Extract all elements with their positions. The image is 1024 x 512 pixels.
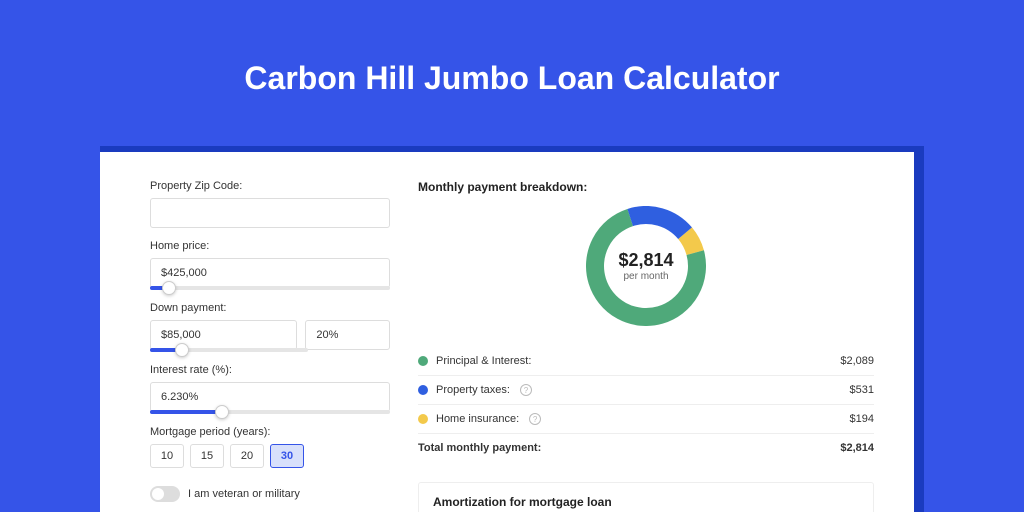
legend-value: $2,089 [840,355,874,367]
card-inner: Property Zip Code: Home price: Down paym… [100,152,914,512]
legend-dot [418,356,428,366]
amortization-box: Amortization for mortgage loan Amortizat… [418,482,874,512]
legend-value: $531 [850,384,874,396]
legend-dot [418,414,428,424]
donut-wrap: $2,814 per month [418,206,874,326]
home-price-input[interactable] [150,258,390,288]
interest-slider[interactable] [150,410,390,414]
form-column: Property Zip Code: Home price: Down paym… [150,180,390,512]
breakdown-column: Monthly payment breakdown: $2,814 per mo… [418,180,874,512]
veteran-label: I am veteran or military [188,488,300,500]
veteran-toggle[interactable] [150,486,180,502]
home-price-slider[interactable] [150,286,390,290]
donut-chart: $2,814 per month [586,206,706,326]
donut-center: $2,814 per month [586,206,706,326]
down-payment-slider[interactable] [150,348,308,352]
page-title: Carbon Hill Jumbo Loan Calculator [0,0,1024,121]
legend-value: $194 [850,413,874,425]
total-label: Total monthly payment: [418,442,541,454]
period-option-20[interactable]: 20 [230,444,264,468]
legend-row: Principal & Interest: $2,089 [418,347,874,376]
home-price-field: Home price: [150,240,390,290]
zip-label: Property Zip Code: [150,180,390,192]
legend-row: Home insurance:? $194 [418,405,874,434]
period-option-30[interactable]: 30 [270,444,304,468]
period-field: Mortgage period (years): 10152030 [150,426,390,468]
zip-input[interactable] [150,198,390,228]
zip-field: Property Zip Code: [150,180,390,228]
interest-slider-fill [150,410,222,414]
legend: Principal & Interest: $2,089 Property taxe… [418,346,874,462]
legend-row: Property taxes:? $531 [418,376,874,405]
down-payment-label: Down payment: [150,302,390,314]
veteran-toggle-knob [152,488,164,500]
interest-input[interactable] [150,382,390,412]
down-payment-field: Down payment: [150,302,390,352]
info-icon[interactable]: ? [520,384,532,396]
down-payment-slider-handle[interactable] [175,343,189,357]
interest-label: Interest rate (%): [150,364,390,376]
home-price-slider-handle[interactable] [162,281,176,295]
breakdown-title: Monthly payment breakdown: [418,180,874,194]
donut-sub: per month [623,271,668,282]
donut-value: $2,814 [618,250,673,271]
interest-field: Interest rate (%): [150,364,390,414]
total-value: $2,814 [840,442,874,454]
period-label: Mortgage period (years): [150,426,390,438]
legend-label: Property taxes: [436,384,510,396]
calculator-card: Property Zip Code: Home price: Down paym… [100,152,914,512]
legend-label: Principal & Interest: [436,355,531,367]
page-root: Carbon Hill Jumbo Loan Calculator Proper… [0,0,1024,512]
info-icon[interactable]: ? [529,413,541,425]
legend-label: Home insurance: [436,413,519,425]
amortization-title: Amortization for mortgage loan [433,495,859,509]
legend-dot [418,385,428,395]
down-payment-pct-input[interactable] [305,320,390,350]
legend-total-row: Total monthly payment: $2,814 [418,434,874,462]
veteran-row: I am veteran or military [150,486,390,502]
interest-slider-handle[interactable] [215,405,229,419]
period-options: 10152030 [150,444,390,468]
period-option-15[interactable]: 15 [190,444,224,468]
down-payment-input[interactable] [150,320,297,350]
home-price-label: Home price: [150,240,390,252]
period-option-10[interactable]: 10 [150,444,184,468]
